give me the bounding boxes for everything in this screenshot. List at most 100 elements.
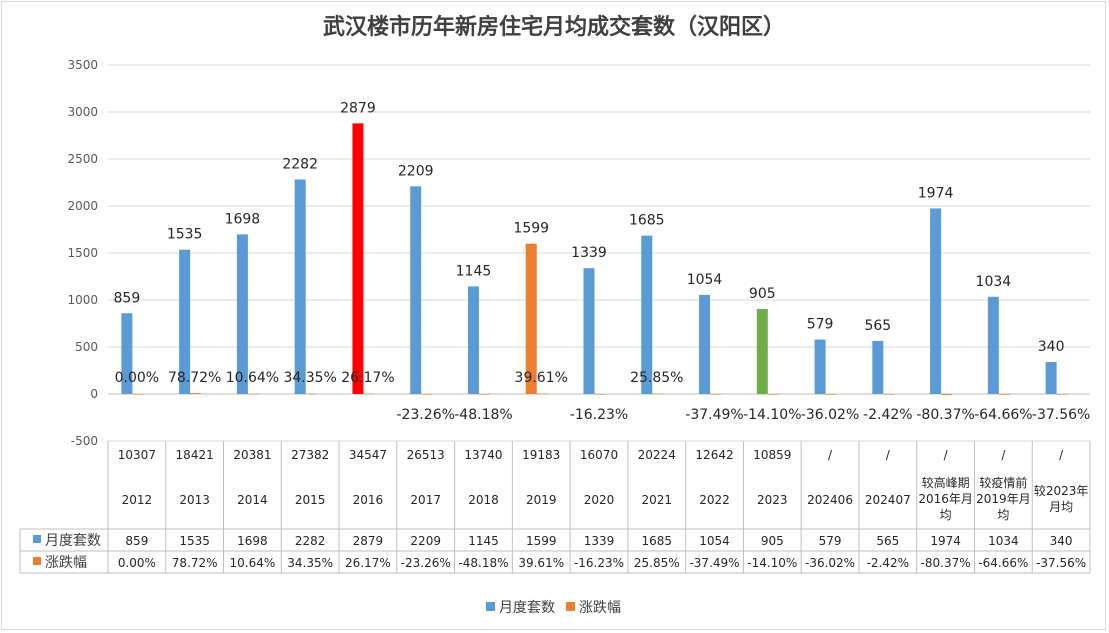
table-cell: 1054 [699,534,730,548]
table-cell: 1034 [988,534,1019,548]
table-cell: 78.72% [172,556,218,570]
data-label: 25.85% [630,370,683,386]
table-cell: -36.02% [805,556,855,570]
data-label: 579 [807,317,834,333]
row-header-swatch [33,535,41,543]
table-category-label: 2021 [641,493,672,507]
data-label: -37.56% [1032,407,1090,423]
data-label: -48.18% [454,407,512,423]
bar-涨跌幅 [767,394,779,395]
data-label: 34.35% [283,370,336,386]
row-header-swatch [33,557,41,565]
table-top-value: 12642 [695,448,733,462]
y-tick-label: 3500 [67,58,98,72]
table-category-label: 2019 [526,493,557,507]
table-top-value: / [1059,448,1064,462]
table-cell: 26.17% [345,556,391,570]
data-label: 0.00% [115,370,159,386]
bar-月度套数 [294,179,306,394]
bar-涨跌幅 [536,393,548,395]
table-category-label: 2012 [122,493,153,507]
chart-title: 武汉楼市历年新房住宅月均成交套数（汉阳区） [323,14,785,40]
table-category-label: 2018 [468,493,499,507]
bar-月度套数 [236,234,248,394]
data-label: 10.64% [226,370,279,386]
table-cell: 39.61% [518,556,564,570]
data-label: 26.17% [341,370,394,386]
data-label: 859 [114,290,141,306]
data-label: 1054 [687,272,723,288]
bar-月度套数 [814,339,826,394]
bar-月度套数 [121,313,133,394]
table-cell: -48.18% [458,556,508,570]
table-category-label: 2014 [237,493,268,507]
table-category-label: 2016 [353,493,384,507]
bar-涨跌幅 [941,394,953,395]
bar-涨跌幅 [190,393,202,394]
row-header-label: 月度套数 [45,533,101,549]
y-tick-label: 0 [90,387,98,401]
bar-涨跌幅 [825,394,837,395]
table-cell: 2282 [295,534,326,548]
y-tick-label: 3000 [67,105,98,119]
data-label: 1685 [629,213,665,229]
bar-月度套数 [756,308,768,394]
table-category-label: 2013 [179,493,210,507]
table-cell: 1698 [237,534,268,548]
data-label: 2282 [282,156,318,172]
bar-月度套数 [930,208,942,394]
y-tick-label: -500 [71,434,98,448]
table-cell: -64.66% [978,556,1028,570]
y-tick-label: 1000 [67,293,98,307]
table-top-value: 27382 [291,448,329,462]
bar-月度套数 [641,235,653,394]
bar-月度套数 [699,294,711,394]
data-label: 1599 [513,221,549,237]
table-top-value: 16070 [580,448,618,462]
table-cell: 2209 [410,534,441,548]
data-label: 1034 [976,274,1012,290]
table-cell: -23.26% [401,556,451,570]
legend-label: 涨跌幅 [579,600,621,616]
table-cell: 1535 [179,534,210,548]
bar-涨跌幅 [363,393,375,395]
bar-涨跌幅 [883,394,895,395]
table-category-label: 202407 [865,493,911,507]
table-category-label: 2015 [295,493,326,507]
table-top-value: / [828,448,833,462]
table-category-label: 较2023年月均 [1034,483,1089,514]
bar-月度套数 [1045,362,1057,394]
table-cell: -2.42% [867,556,909,570]
table-cell: 1599 [526,534,557,548]
table-top-value: 20381 [233,448,271,462]
table-top-value: 13740 [464,448,502,462]
table-top-value: / [886,448,891,462]
table-top-value: 19183 [522,448,560,462]
y-tick-label: 1500 [67,246,98,260]
data-label: -64.66% [974,407,1032,423]
legend-label: 月度套数 [499,600,555,616]
bar-涨跌幅 [652,393,664,395]
data-label: 2879 [340,100,376,116]
bar-涨跌幅 [710,394,722,395]
table-category-label: 较高峰期 2016年月均 [918,475,973,522]
table-cell: -14.10% [747,556,797,570]
table-cell: 340 [1050,534,1073,548]
y-tick-label: 500 [75,340,98,354]
table-category-label: 2023 [757,493,788,507]
table-category-label: 2017 [410,493,441,507]
table-top-value: / [944,448,949,462]
table-top-value: 10307 [118,448,156,462]
data-label: 340 [1038,339,1065,355]
table-cell: -37.56% [1036,556,1086,570]
table-cell: -80.37% [921,556,971,570]
bar-涨跌幅 [1056,394,1068,395]
table-top-value: 18421 [176,448,214,462]
table-top-value: 20224 [638,448,676,462]
bar-月度套数 [987,296,999,394]
bar-涨跌幅 [305,393,317,395]
table-cell: 25.85% [634,556,680,570]
table-cell: 565 [876,534,899,548]
bar-月度套数 [872,340,884,394]
